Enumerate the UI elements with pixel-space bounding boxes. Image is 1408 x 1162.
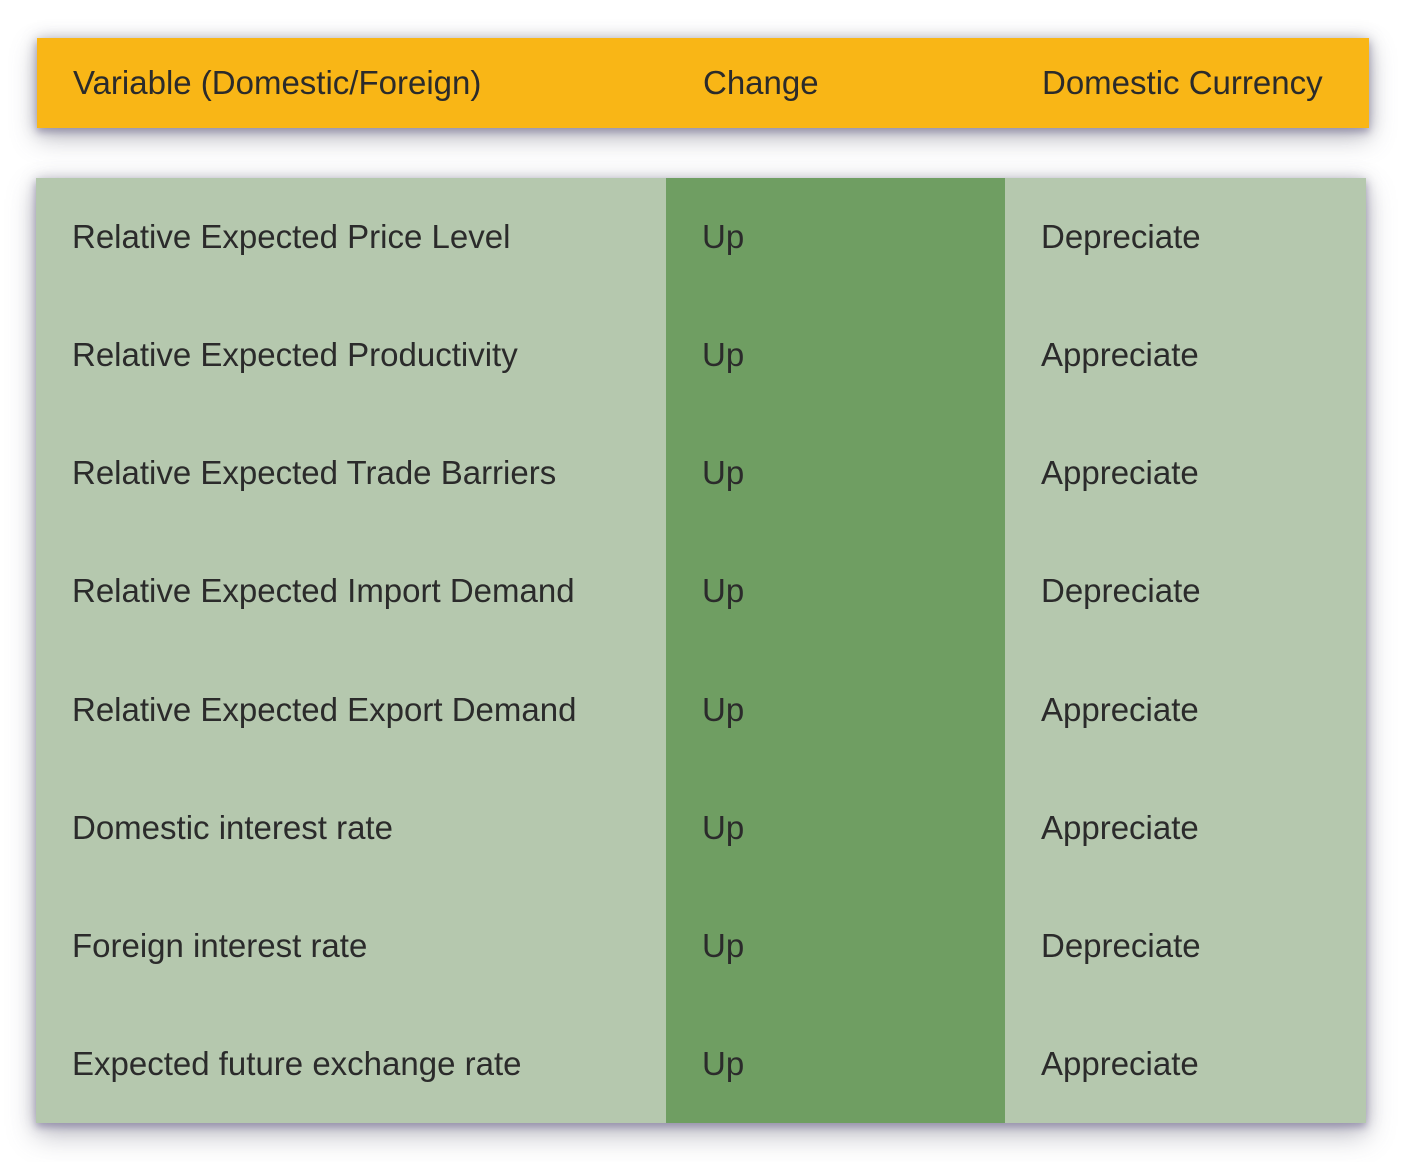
variable-cell: Relative Expected Import Demand bbox=[72, 572, 575, 610]
variable-cell: Relative Expected Export Demand bbox=[72, 690, 577, 728]
currency-cell: Appreciate bbox=[1041, 454, 1199, 492]
change-cell: Up bbox=[666, 1004, 1005, 1123]
currency-cell: Depreciate bbox=[1041, 926, 1201, 964]
header-currency-column: Domestic Currency bbox=[1042, 64, 1323, 102]
change-cell: Up bbox=[666, 178, 1005, 297]
table-body: Relative Expected Price Level Up Depreci… bbox=[36, 178, 1366, 1123]
table-row: Relative Expected Trade Barriers Up Appr… bbox=[36, 414, 1366, 533]
currency-cell: Depreciate bbox=[1041, 218, 1201, 256]
table-row: Relative Expected Export Demand Up Appre… bbox=[36, 650, 1366, 769]
variable-cell: Relative Expected Productivity bbox=[72, 336, 518, 374]
change-cell: Up bbox=[666, 414, 1005, 533]
header-variable-column: Variable (Domestic/Foreign) bbox=[73, 64, 482, 102]
change-cell: Up bbox=[666, 650, 1005, 769]
currency-cell: Depreciate bbox=[1041, 572, 1201, 610]
table-row: Domestic interest rate Up Appreciate bbox=[36, 768, 1366, 887]
currency-cell: Appreciate bbox=[1041, 690, 1199, 728]
table-row: Expected future exchange rate Up Appreci… bbox=[36, 1004, 1366, 1123]
currency-cell: Appreciate bbox=[1041, 336, 1199, 374]
table-row: Relative Expected Import Demand Up Depre… bbox=[36, 532, 1366, 651]
table-row: Foreign interest rate Up Depreciate bbox=[36, 886, 1366, 1005]
variable-cell: Foreign interest rate bbox=[72, 926, 368, 964]
change-cell: Up bbox=[666, 296, 1005, 415]
variable-cell: Expected future exchange rate bbox=[72, 1044, 522, 1082]
change-cell: Up bbox=[666, 532, 1005, 651]
change-cell: Up bbox=[666, 768, 1005, 887]
table-row: Relative Expected Productivity Up Apprec… bbox=[36, 296, 1366, 415]
variable-cell: Relative Expected Trade Barriers bbox=[72, 454, 557, 492]
variable-cell: Domestic interest rate bbox=[72, 808, 393, 846]
header-change-column: Change bbox=[703, 64, 819, 102]
variable-cell: Relative Expected Price Level bbox=[72, 218, 511, 256]
change-cell: Up bbox=[666, 886, 1005, 1005]
currency-cell: Appreciate bbox=[1041, 808, 1199, 846]
table-row: Relative Expected Price Level Up Depreci… bbox=[36, 178, 1366, 297]
table-header-row: Variable (Domestic/Foreign) Change Domes… bbox=[37, 38, 1369, 128]
currency-cell: Appreciate bbox=[1041, 1044, 1199, 1082]
